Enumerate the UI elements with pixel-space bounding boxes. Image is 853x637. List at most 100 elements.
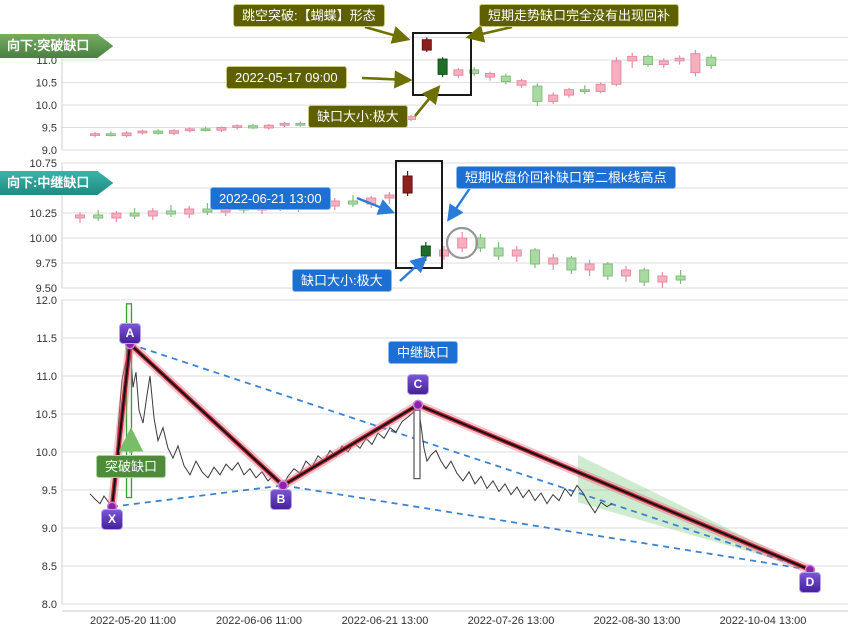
candle-body <box>674 57 685 62</box>
callout-arrow <box>465 24 513 43</box>
y-axis-label: 8.0 <box>42 599 57 611</box>
candle-body <box>602 263 613 277</box>
candle-body <box>248 125 258 129</box>
candle-body <box>584 263 595 271</box>
pattern-point-label-d: D <box>799 572 821 593</box>
y-axis-label: 11.5 <box>36 333 57 345</box>
candle-body <box>690 53 701 74</box>
callout-breakaway-gap-date: 2022-05-17 09:00 <box>226 66 347 89</box>
candle-body <box>121 132 132 137</box>
candle-body <box>639 269 650 283</box>
candle-body <box>75 214 85 219</box>
callout-continuation-gap-point: 中继缺口 <box>388 341 459 364</box>
candle-body <box>500 75 511 83</box>
y-axis-label: 8.5 <box>42 561 57 573</box>
candle-body <box>295 122 306 126</box>
candle-body <box>530 249 540 265</box>
pattern-line <box>282 403 419 487</box>
candle-body <box>200 128 211 131</box>
callout-close-fills-gap: 短期收盘价回补缺口第二根k线高点 <box>456 166 676 189</box>
y-axis-label: 9.5 <box>42 485 57 497</box>
candle-body <box>105 133 116 137</box>
y-axis-label: 9.75 <box>36 258 57 270</box>
y-axis-label: 9.0 <box>42 145 57 157</box>
callout-continuation-gap-size: 缺口大小:极大 <box>292 269 392 292</box>
candle-body <box>469 69 480 74</box>
candle-body <box>627 55 638 62</box>
candle-body <box>263 124 274 129</box>
candle-body <box>437 58 448 75</box>
gap-highlight-box <box>412 32 472 96</box>
candle-body <box>348 200 358 205</box>
y-axis-label: 11.0 <box>36 371 57 383</box>
candle-body <box>579 89 590 92</box>
candle-body <box>439 249 449 257</box>
pattern-dashed-line <box>111 484 284 508</box>
callout-continuation-gap-date: 2022-06-21 13:00 <box>210 187 331 210</box>
candle-body <box>611 60 622 85</box>
callout-gap-not-filled: 短期走势缺口完全没有出现回补 <box>479 4 680 27</box>
pattern-point-label-x: X <box>101 509 123 530</box>
label-direction-continuation-gap: 向下:中继缺口 <box>0 171 114 195</box>
candle-body <box>485 72 495 78</box>
candle-body <box>420 245 431 257</box>
pattern-point-label-b: B <box>270 489 292 510</box>
candle-body <box>169 130 179 134</box>
candle-body <box>566 257 577 271</box>
pattern-point-dot <box>412 399 424 411</box>
candle-body <box>90 133 100 136</box>
pattern-line <box>129 343 284 487</box>
candle-body <box>706 56 717 66</box>
candle-body <box>453 69 464 76</box>
candle-body <box>548 257 559 265</box>
candle-body <box>516 80 527 86</box>
label-direction-breakaway-gap: 向下:突破缺口 <box>0 34 114 58</box>
candle-body <box>129 212 140 217</box>
pattern-dashed-line <box>129 343 811 571</box>
candle-body <box>657 275 668 283</box>
y-axis-label: 12.0 <box>36 295 57 307</box>
candle-body <box>675 275 686 281</box>
candle-body <box>202 208 213 213</box>
candle-body <box>621 269 631 277</box>
y-axis-label: 10.0 <box>36 100 57 112</box>
x-axis-label: 2022-10-04 13:00 <box>720 615 807 627</box>
callout-breakaway-gap-size: 缺口大小:极大 <box>308 105 408 128</box>
x-axis-label: 2022-05-20 11:00 <box>90 615 176 627</box>
candle-body <box>384 194 395 199</box>
candle-body <box>137 130 148 134</box>
callout-arrow <box>364 25 411 44</box>
candle-body <box>184 208 195 215</box>
pattern-line <box>417 403 811 571</box>
y-axis-label: 10.25 <box>29 208 57 220</box>
candle-body <box>595 83 606 92</box>
x-axis-label: 2022-06-21 13:00 <box>342 615 429 627</box>
callout-arrow <box>399 255 428 282</box>
callout-breakaway-gap-point: 突破缺口 <box>96 455 167 478</box>
continuation-gap-marker <box>413 409 421 480</box>
y-axis-label: 10.5 <box>36 409 57 421</box>
candle-body <box>532 85 543 102</box>
candle-body <box>511 249 522 257</box>
y-axis-label: 10.00 <box>29 233 57 245</box>
candle-body <box>329 200 340 207</box>
pattern-line <box>111 343 131 508</box>
x-axis-label: 2022-07-26 13:00 <box>468 615 555 627</box>
callout-arrow <box>447 187 471 222</box>
candle-body <box>548 94 559 102</box>
candle-body <box>406 116 416 120</box>
y-axis-label: 9.50 <box>36 283 57 293</box>
pattern-dashed-line <box>282 484 811 571</box>
butterfly-pattern-line-panel: 12.0 11.5 11.0 10.5 10.0 9.5 9.0 8.5 8.0 2022-05-… <box>36 295 848 627</box>
candle-body <box>658 60 669 65</box>
candle-body <box>493 247 504 257</box>
candle-body <box>184 128 195 132</box>
callout-arrow <box>413 85 441 117</box>
candle-body <box>475 237 486 249</box>
y-axis-label: 10.0 <box>36 447 57 459</box>
breakaway-gap-candlestick-panel: 11.010.510.09.59.0 <box>36 24 848 157</box>
callout-gap-breakout-butterfly: 跳空突破:【蝴蝶】形态 <box>233 4 385 27</box>
candle-body <box>216 126 227 131</box>
